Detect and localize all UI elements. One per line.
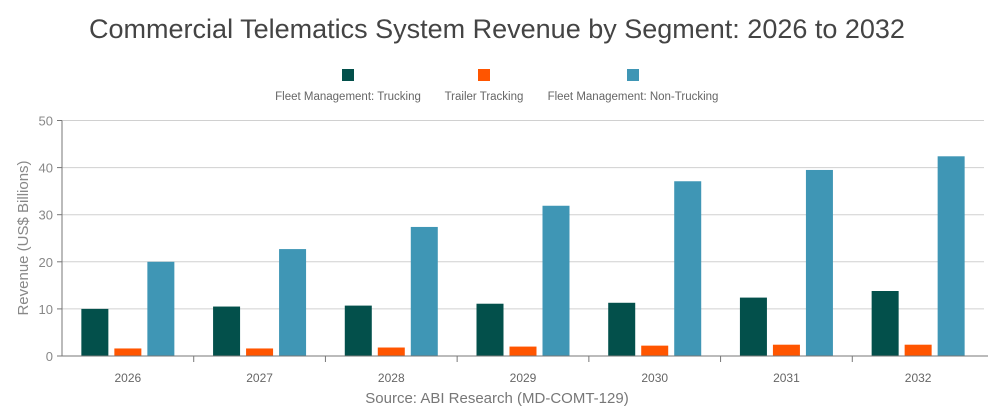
x-tick-label: 2030 <box>641 371 668 385</box>
bar <box>542 205 570 356</box>
y-tick-label: 40 <box>39 161 53 176</box>
x-tick-label: 2028 <box>378 371 405 385</box>
legend-label: Fleet Management: Non-Trucking <box>548 91 719 103</box>
bar <box>805 169 833 356</box>
legend-swatch <box>627 69 639 81</box>
bar <box>476 303 504 356</box>
bar <box>608 302 636 356</box>
y-tick-label: 10 <box>39 302 53 317</box>
y-axis-label: Revenue (US$ Billions) <box>15 160 32 315</box>
bar <box>937 156 965 356</box>
bar <box>81 308 109 356</box>
legend-label: Fleet Management: Trucking <box>275 91 421 103</box>
bar <box>739 297 767 356</box>
y-tick-label: 50 <box>39 114 53 129</box>
bar <box>344 305 372 356</box>
x-tick-label: 2029 <box>510 371 537 385</box>
x-tick-label: 2027 <box>246 371 273 385</box>
bar <box>641 345 669 356</box>
bar <box>279 249 307 356</box>
x-tick-label: 2026 <box>115 371 142 385</box>
legend-label: Trailer Tracking <box>445 91 524 103</box>
bar <box>246 348 274 356</box>
y-tick-label: 0 <box>46 349 53 364</box>
bar <box>772 344 800 356</box>
bar <box>377 347 405 356</box>
legend-swatch <box>342 69 354 81</box>
bar <box>904 344 932 356</box>
legend-swatch <box>478 69 490 81</box>
bar <box>509 346 537 356</box>
bar <box>213 306 241 356</box>
x-tick-label: 2032 <box>905 371 932 385</box>
y-tick-label: 20 <box>39 255 53 270</box>
bar <box>114 348 142 356</box>
bar <box>674 181 702 356</box>
chart-title: Commercial Telematics System Revenue by … <box>89 14 905 44</box>
chart-source: Source: ABI Research (MD-COMT-129) <box>365 390 629 407</box>
x-tick-label: 2031 <box>773 371 800 385</box>
y-tick-label: 30 <box>39 208 53 223</box>
bar <box>147 261 175 356</box>
bar <box>410 226 438 356</box>
bar <box>871 291 899 356</box>
